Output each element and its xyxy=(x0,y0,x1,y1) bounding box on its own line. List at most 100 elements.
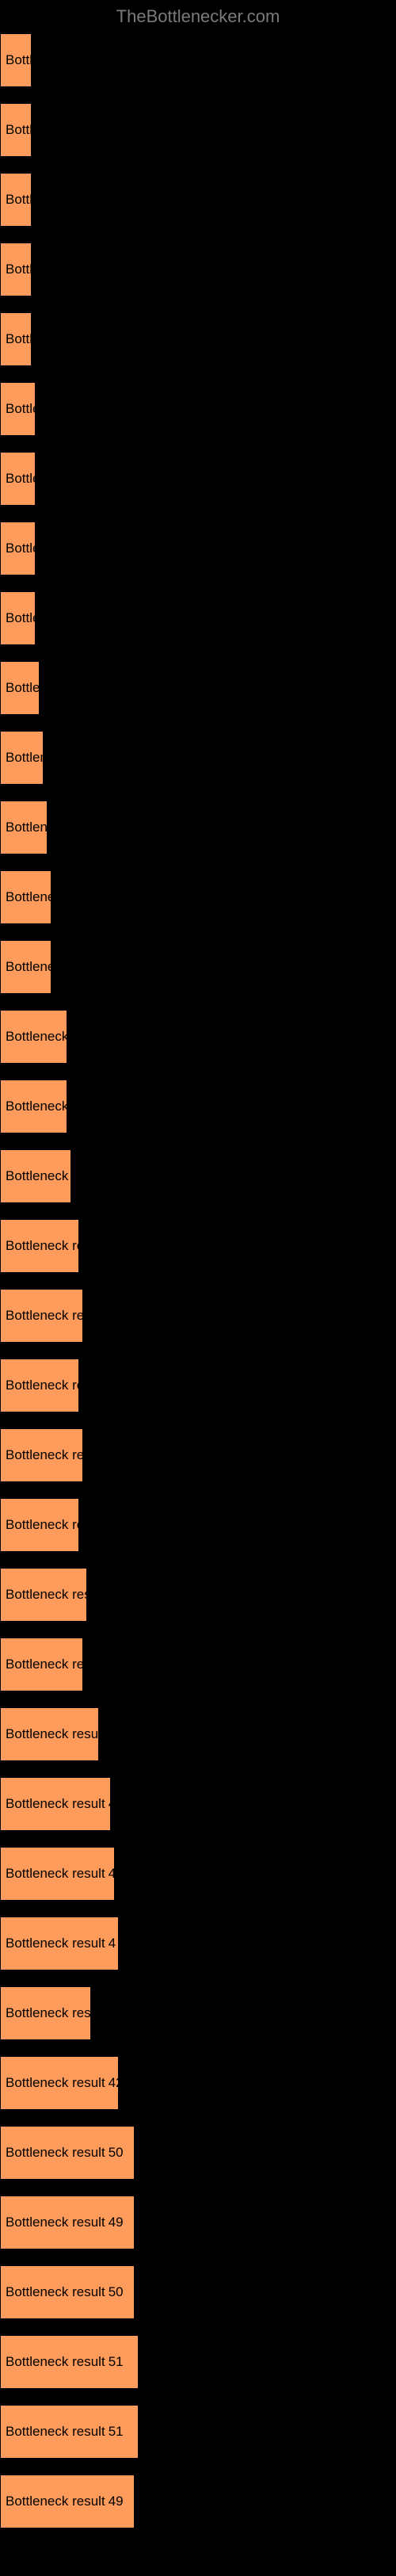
bar: Bottlenec xyxy=(0,173,32,227)
bar-label: Bottleneck xyxy=(6,471,36,487)
bar: Bottleneck result xyxy=(0,1707,99,1761)
bar: Bottlenec xyxy=(0,33,32,87)
bar-row: Bottleneck re xyxy=(0,870,396,924)
bar-label: Bottleneck result xyxy=(6,2354,105,2370)
bar: Bottleneck re xyxy=(0,801,48,854)
bar-row: Bottlenec xyxy=(0,312,396,366)
bar: Bottleneck result xyxy=(0,1219,79,1273)
bar: Bottleneck result50 xyxy=(0,2126,135,2180)
bar-label: Bottleneck result xyxy=(6,1238,79,1254)
bar: Bottleneck result42 xyxy=(0,1847,115,1901)
site-name: TheBottlenecker.com xyxy=(116,6,280,26)
bar-label: Bottleneck result xyxy=(6,1657,83,1672)
bar-row: Bottlenec xyxy=(0,33,396,87)
bar-value: 50 xyxy=(105,2284,124,2300)
bar: Bottleneck xyxy=(0,661,40,715)
bar: Bottleneck result xyxy=(0,1428,83,1482)
bar-label: Bottleneck result xyxy=(6,1168,71,1184)
bar-label: Bottleneck result xyxy=(6,2075,105,2091)
bar-label: Bottleneck result xyxy=(6,1796,105,1812)
bar-row: Bottleneck result49 xyxy=(0,2196,396,2249)
bar-label: Bottleneck xyxy=(6,401,36,417)
bar-value: 51 xyxy=(105,2354,124,2370)
bar: Bottleneck r xyxy=(0,731,44,785)
bar-value: 50 xyxy=(105,2145,124,2161)
bar-row: Bottleneck result xyxy=(0,1428,396,1482)
bar: Bottleneck xyxy=(0,382,36,436)
bar: Bottlenec xyxy=(0,312,32,366)
bar-label: Bottleneck re xyxy=(6,889,51,905)
bar-row: Bottleneck result xyxy=(0,1638,396,1691)
bar-value: 49 xyxy=(105,2215,124,2230)
bar-label: Bottleneck result xyxy=(6,1308,83,1324)
bar-label: Bottlenec xyxy=(6,262,32,277)
bar-row: Bottleneck result xyxy=(0,1359,396,1412)
bar-row: Bottlenec xyxy=(0,103,396,157)
bar-label: Bottleneck re xyxy=(6,959,51,975)
bar-row: Bottleneck xyxy=(0,522,396,575)
bar-row: Bottleneck result4 xyxy=(0,1777,396,1831)
bar-label: Bottleneck result xyxy=(6,1447,83,1463)
bar: Bottleneck result xyxy=(0,1149,71,1203)
bar: Bottleneck result49 xyxy=(0,2196,135,2249)
bar-row: Bottleneck re xyxy=(0,940,396,994)
bar-row: Bottleneck result xyxy=(0,1707,396,1761)
bar: Bottlenec xyxy=(0,103,32,157)
x-axis xyxy=(0,2552,396,2576)
bar-label: Bottleneck result xyxy=(6,1517,79,1533)
bar: Bottleneck result xyxy=(0,1289,83,1343)
bar-row: Bottleneck result42 xyxy=(0,2056,396,2110)
bar-label: Bottleneck result xyxy=(6,2215,105,2230)
bar-row: Bottleneck xyxy=(0,591,396,645)
bar-label: Bottleneck xyxy=(6,610,36,626)
bar-value: 42 xyxy=(105,1866,115,1882)
bar: Bottleneck result xyxy=(0,1568,87,1622)
bar-label: Bottleneck result xyxy=(6,1866,105,1882)
bar: Bottleneck xyxy=(0,522,36,575)
bar-row: Bottleneck result51 xyxy=(0,2405,396,2459)
bar-label: Bottleneck result xyxy=(6,2494,105,2509)
bar: Bottleneck result4 xyxy=(0,1777,111,1831)
bar: Bottleneck re xyxy=(0,940,51,994)
bar-row: Bottleneck xyxy=(0,661,396,715)
bar: Bottleneck result49 xyxy=(0,2475,135,2528)
bar: Bottleneck xyxy=(0,452,36,506)
bar-row: Bottleneck result xyxy=(0,1010,396,1064)
bar-row: Bottleneck result xyxy=(0,1149,396,1203)
bar-row: Bottleneck result4 xyxy=(0,1917,396,1970)
bar-row: Bottlenec xyxy=(0,243,396,296)
bar-label: Bottleneck r xyxy=(6,750,44,766)
bar-row: Bottleneck result51 xyxy=(0,2335,396,2389)
bar: Bottlenec xyxy=(0,243,32,296)
bar-label: Bottlenec xyxy=(6,192,32,208)
bar-label: Bottleneck result xyxy=(6,1936,105,1951)
bar-row: Bottleneck xyxy=(0,382,396,436)
bar-value: 42 xyxy=(105,2075,119,2091)
bar-row: Bottlenec xyxy=(0,173,396,227)
bar-label: Bottleneck re xyxy=(6,820,48,835)
bar-value: 4 xyxy=(105,1936,116,1951)
bar-label: Bottleneck result xyxy=(6,1378,79,1393)
bottleneck-bar-chart: Bottlenec Bottlenec Bottlenec Bottlenec Bott… xyxy=(0,30,396,2576)
bar-label: Bottleneck result xyxy=(6,2424,105,2440)
bar: Bottleneck result xyxy=(0,1359,79,1412)
bar: Bottleneck result51 xyxy=(0,2335,139,2389)
bar: Bottleneck result51 xyxy=(0,2405,139,2459)
bar-row: Bottleneck xyxy=(0,452,396,506)
bar: Bottleneck xyxy=(0,591,36,645)
bar: Bottleneck result4 xyxy=(0,1917,119,1970)
bar-row: Bottleneck result42 xyxy=(0,1847,396,1901)
bar-row: Bottleneck result xyxy=(0,1498,396,1552)
bar-row: Bottleneck result xyxy=(0,1568,396,1622)
bar: Bottleneck result xyxy=(0,1010,67,1064)
bar-label: Bottleneck result xyxy=(6,2005,91,2021)
bar-label: Bottleneck result xyxy=(6,1726,99,1742)
bar-label: Bottleneck result xyxy=(6,1099,67,1114)
bar-row: Bottleneck result xyxy=(0,1080,396,1133)
header: TheBottlenecker.com xyxy=(0,0,396,30)
bar-value: 49 xyxy=(105,2494,124,2509)
bar-label: Bottlenec xyxy=(6,331,32,347)
bar-label: Bottleneck result xyxy=(6,2284,105,2300)
bar-label: Bottleneck xyxy=(6,680,40,696)
bar-label: Bottleneck result xyxy=(6,2145,105,2161)
